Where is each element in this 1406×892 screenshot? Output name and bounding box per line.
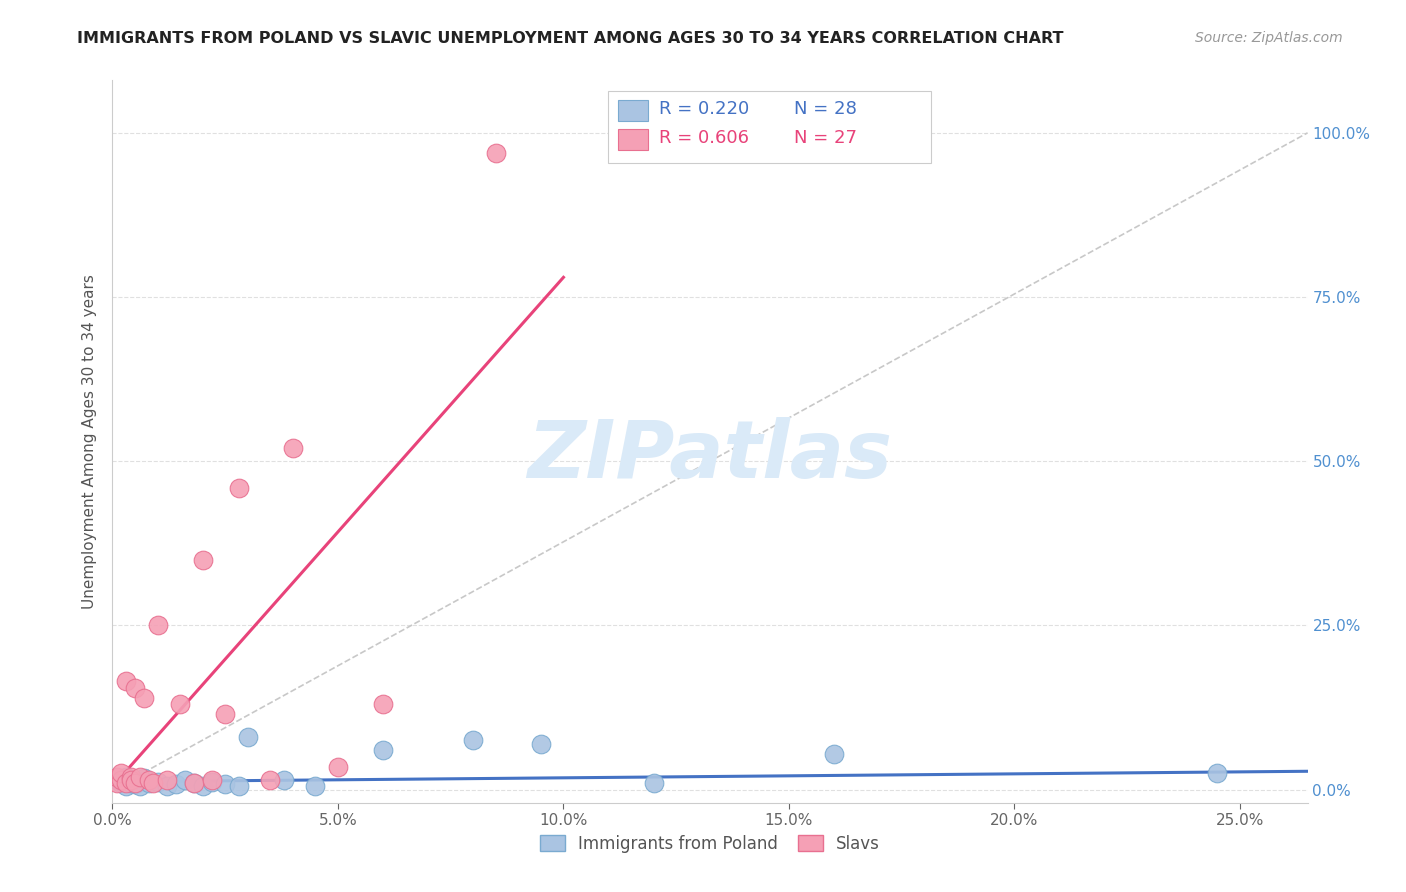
Point <box>115 674 138 689</box>
Text: R = 0.220: R = 0.220 <box>658 100 749 118</box>
Point <box>259 772 281 787</box>
FancyBboxPatch shape <box>609 91 931 163</box>
Point <box>183 776 205 790</box>
Point <box>214 777 236 791</box>
Point <box>643 776 665 790</box>
Point <box>105 772 128 787</box>
Point <box>124 681 146 695</box>
Point <box>201 774 224 789</box>
Text: R = 0.606: R = 0.606 <box>658 129 748 147</box>
Point <box>155 780 177 794</box>
Text: Source: ZipAtlas.com: Source: ZipAtlas.com <box>1195 31 1343 45</box>
Point <box>530 737 553 751</box>
Point <box>371 698 394 712</box>
Point <box>105 776 128 790</box>
Point <box>228 481 250 495</box>
Point <box>281 441 304 455</box>
Point <box>128 780 150 794</box>
Point <box>142 776 165 790</box>
Point <box>132 771 155 785</box>
Text: ZIPatlas: ZIPatlas <box>527 417 893 495</box>
Point <box>371 743 394 757</box>
Point <box>326 760 349 774</box>
Point <box>191 553 214 567</box>
Point <box>124 776 146 790</box>
Point <box>228 780 250 794</box>
Point <box>273 772 295 787</box>
Point <box>304 780 326 794</box>
Point <box>115 776 138 790</box>
Point <box>120 772 142 787</box>
Point <box>214 707 236 722</box>
Point <box>128 770 150 784</box>
Text: N = 28: N = 28 <box>793 100 856 118</box>
Point <box>124 777 146 791</box>
Point <box>115 770 138 784</box>
Y-axis label: Unemployment Among Ages 30 to 34 years: Unemployment Among Ages 30 to 34 years <box>82 274 97 609</box>
Point <box>110 772 132 787</box>
Legend: Immigrants from Poland, Slavs: Immigrants from Poland, Slavs <box>533 828 887 860</box>
Point <box>155 772 177 787</box>
Point <box>201 772 224 787</box>
Point <box>485 145 508 160</box>
Point <box>110 766 132 780</box>
Point <box>1206 766 1229 780</box>
Point <box>169 698 191 712</box>
Point <box>138 776 160 790</box>
Point <box>183 776 205 790</box>
Point <box>823 747 845 761</box>
Point <box>191 780 214 794</box>
Text: IMMIGRANTS FROM POLAND VS SLAVIC UNEMPLOYMENT AMONG AGES 30 TO 34 YEARS CORRELAT: IMMIGRANTS FROM POLAND VS SLAVIC UNEMPLO… <box>77 31 1064 46</box>
Point <box>110 776 132 790</box>
FancyBboxPatch shape <box>619 128 648 151</box>
Point <box>124 772 146 787</box>
Point <box>146 618 169 632</box>
Point <box>138 772 160 787</box>
Point <box>165 777 187 791</box>
Text: N = 27: N = 27 <box>793 129 856 147</box>
Point <box>120 770 142 784</box>
Point <box>105 770 128 784</box>
Point <box>115 780 138 794</box>
Point <box>146 774 169 789</box>
Point <box>132 690 155 705</box>
Point <box>173 772 195 787</box>
FancyBboxPatch shape <box>619 100 648 121</box>
Point <box>236 730 259 744</box>
Point <box>120 776 142 790</box>
Point <box>463 733 485 747</box>
